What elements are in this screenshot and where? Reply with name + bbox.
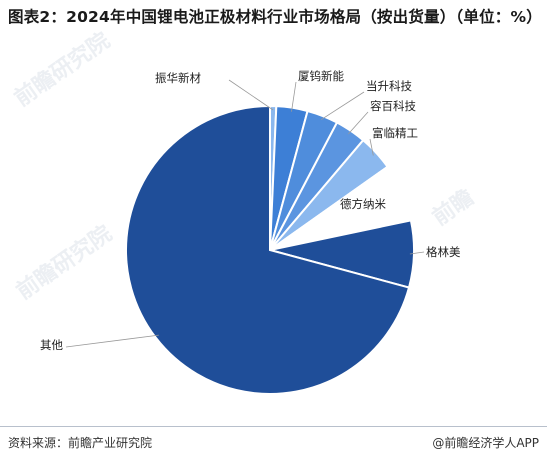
leader-line: [369, 138, 374, 156]
leader-line: [65, 334, 159, 348]
leader-lines: [65, 79, 425, 348]
slice-label: 格林美: [426, 245, 461, 259]
chart-title: 图表2：2024年中国锂电池正极材料行业市场格局（按出货量）（单位：%）: [8, 8, 542, 26]
source-note: 资料来源：前瞻产业研究院: [8, 436, 153, 450]
leader-line: [291, 81, 297, 112]
slice-label: 振华新材: [155, 71, 201, 85]
leader-line: [320, 91, 365, 121]
slice-label: 其他: [40, 338, 63, 352]
pie-slices: [124, 104, 415, 395]
slice-label: 厦钨新能: [298, 69, 344, 83]
leader-line: [348, 111, 369, 135]
footer: 资料来源：前瞻产业研究院 @前瞻经济学人APP: [0, 426, 547, 462]
leader-line: [228, 79, 274, 111]
slice-label: 富临精工: [372, 126, 418, 140]
slice-label: 德方纳米: [340, 197, 386, 211]
leader-line: [409, 251, 425, 255]
slice-label: 当升科技: [366, 79, 412, 93]
pie-slice: [124, 104, 411, 395]
brand-credit: @前瞻经济学人APP: [432, 436, 539, 450]
footer-divider: [0, 426, 547, 427]
slice-label: 容百科技: [370, 99, 416, 113]
